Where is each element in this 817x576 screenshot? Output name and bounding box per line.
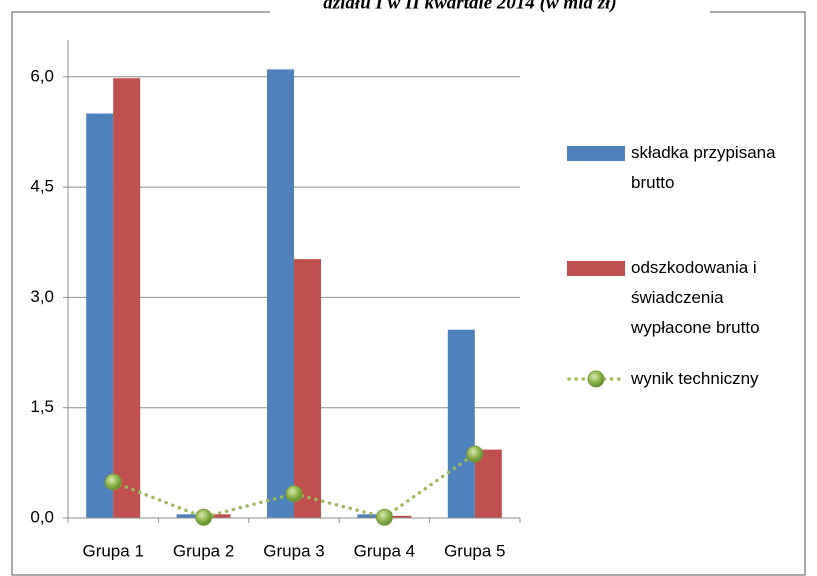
y-tick-label: 0,0 — [30, 507, 54, 526]
line-marker — [466, 445, 484, 463]
legend-item: składka przypisana brutto — [567, 138, 811, 198]
legend-swatch — [567, 364, 625, 394]
bar — [384, 515, 412, 518]
x-tick-label: Grupa 3 — [263, 541, 324, 560]
x-tick-label: Grupa 2 — [173, 541, 234, 560]
y-tick-label: 4,5 — [30, 177, 54, 196]
legend-label: wynik techniczny — [631, 369, 759, 388]
title-bg — [270, 0, 710, 16]
legend-item: odszkodowania i świadczenia wypłacone br… — [567, 253, 781, 343]
y-tick-label: 3,0 — [30, 287, 54, 306]
x-tick-label: Grupa 1 — [82, 541, 143, 560]
x-tick-label: Grupa 4 — [354, 541, 415, 560]
y-tick-label: 1,5 — [30, 397, 54, 416]
line-marker — [285, 485, 303, 503]
bar — [267, 69, 294, 519]
line-marker — [104, 473, 122, 491]
legend-swatch — [567, 138, 625, 168]
legend-label: składka przypisana brutto — [631, 143, 776, 192]
legend-label: odszkodowania i świadczenia wypłacone br… — [631, 258, 760, 337]
bar — [176, 514, 204, 518]
legend-item: wynik techniczny — [567, 364, 811, 394]
chart-title: działu I w II kwartale 2014 (w mld zł) — [323, 0, 617, 13]
legend-swatch — [567, 253, 625, 283]
x-tick-label: Grupa 5 — [444, 541, 505, 560]
y-tick-label: 6,0 — [30, 66, 54, 85]
bar — [86, 113, 114, 519]
line-marker — [195, 508, 213, 526]
line-marker — [375, 508, 393, 526]
bar — [203, 514, 231, 518]
bar — [447, 329, 475, 518]
bar — [357, 514, 385, 518]
bar — [113, 78, 141, 519]
bar — [294, 259, 321, 518]
